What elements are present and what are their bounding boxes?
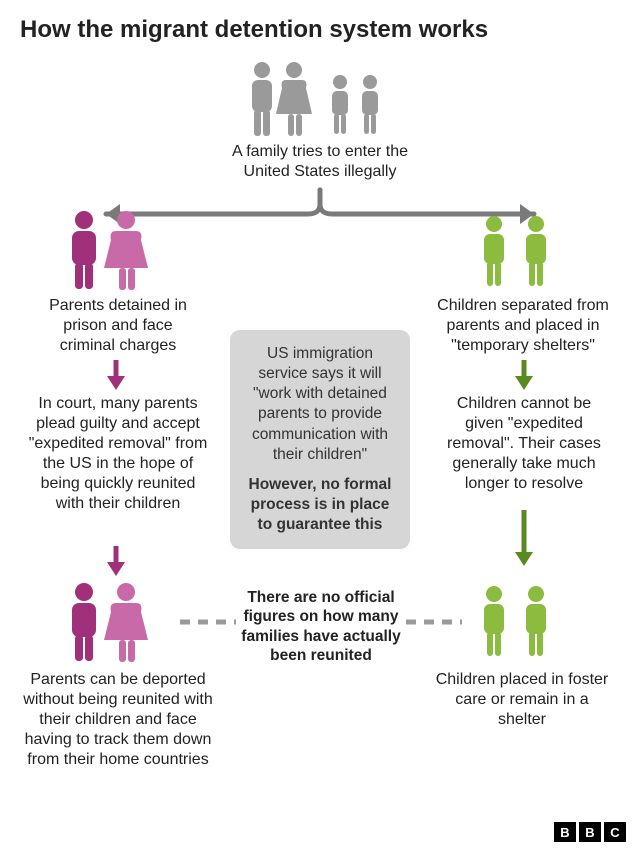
bbc-letter: C <box>604 822 626 842</box>
arrow-down-icon <box>106 360 126 390</box>
parents-icon <box>60 210 170 292</box>
parents-icon <box>60 582 170 664</box>
children-icon <box>464 580 574 662</box>
reunite-caption: There are no official figures on how man… <box>236 588 406 666</box>
bbc-letter: B <box>554 822 576 842</box>
children-caption-3: Children placed in foster care or remain… <box>432 670 612 730</box>
parents-caption-2: In court, many parents plead guilty and … <box>28 394 208 514</box>
arrow-down-icon <box>514 510 534 566</box>
family-icon <box>242 60 402 140</box>
page-title: How the migrant detention system works <box>20 16 488 44</box>
dash-right-icon <box>406 618 462 626</box>
info-box: US immigration service says it will "wor… <box>230 330 410 549</box>
arrow-down-icon <box>106 546 126 576</box>
family-caption: A family tries to enter the United State… <box>210 142 430 182</box>
info-box-line1: US immigration service says it will "wor… <box>252 345 388 463</box>
parents-caption-1: Parents detained in prison and face crim… <box>38 296 198 356</box>
parents-caption-3: Parents can be deported without being re… <box>22 670 214 770</box>
arrow-down-icon <box>514 360 534 390</box>
info-box-line2: However, no formal process is in place t… <box>244 475 396 535</box>
children-icon <box>464 210 574 292</box>
dash-left-icon <box>180 618 236 626</box>
children-caption-1: Children separated from parents and plac… <box>430 296 616 356</box>
bbc-letter: B <box>579 822 601 842</box>
bbc-logo: B B C <box>554 822 626 842</box>
children-caption-2: Children cannot be given "expedited remo… <box>438 394 610 494</box>
